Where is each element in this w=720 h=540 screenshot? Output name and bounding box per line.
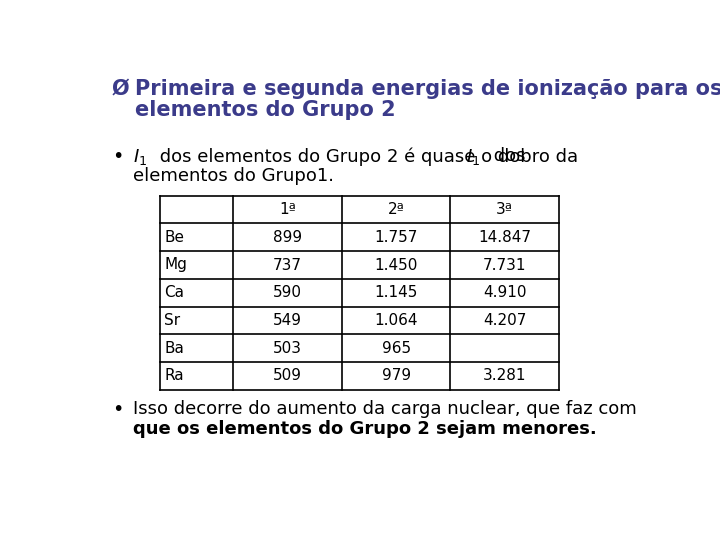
- Text: Ra: Ra: [164, 368, 184, 383]
- Text: 4.910: 4.910: [483, 285, 526, 300]
- Text: 1ª: 1ª: [279, 202, 296, 217]
- Text: 965: 965: [382, 341, 410, 356]
- Text: $I_1$: $I_1$: [132, 147, 147, 167]
- Text: 1.145: 1.145: [374, 285, 418, 300]
- Text: Sr: Sr: [164, 313, 181, 328]
- Text: 737: 737: [273, 258, 302, 273]
- Text: 549: 549: [273, 313, 302, 328]
- Text: Ba: Ba: [164, 341, 184, 356]
- Text: Ø: Ø: [112, 79, 130, 99]
- Text: Be: Be: [164, 230, 184, 245]
- Text: que os elementos do Grupo 2 sejam menores.: que os elementos do Grupo 2 sejam menore…: [132, 420, 596, 438]
- Text: 7.731: 7.731: [483, 258, 526, 273]
- Text: $I_1$: $I_1$: [466, 147, 480, 167]
- Text: 1.757: 1.757: [374, 230, 418, 245]
- Text: 1.064: 1.064: [374, 313, 418, 328]
- Text: 590: 590: [273, 285, 302, 300]
- Text: 14.847: 14.847: [478, 230, 531, 245]
- Text: dos elementos do Grupo 2 é quase o dobro da: dos elementos do Grupo 2 é quase o dobro…: [154, 147, 584, 166]
- Text: Isso decorre do aumento da carga nuclear, que faz com: Isso decorre do aumento da carga nuclear…: [132, 400, 636, 418]
- Text: 899: 899: [273, 230, 302, 245]
- Text: Ca: Ca: [164, 285, 184, 300]
- Text: 979: 979: [382, 368, 410, 383]
- Text: elementos do Grupo1.: elementos do Grupo1.: [132, 167, 333, 185]
- Text: 503: 503: [273, 341, 302, 356]
- Text: 3ª: 3ª: [496, 202, 513, 217]
- Text: elementos do Grupo 2: elementos do Grupo 2: [135, 100, 395, 120]
- Text: Mg: Mg: [164, 258, 187, 273]
- Text: 2ª: 2ª: [388, 202, 405, 217]
- Text: •: •: [112, 147, 123, 166]
- Text: dos: dos: [487, 147, 525, 165]
- Text: Primeira e segunda energias de ionização para os: Primeira e segunda energias de ionização…: [135, 79, 720, 99]
- Text: 3.281: 3.281: [483, 368, 526, 383]
- Text: 509: 509: [273, 368, 302, 383]
- Text: 4.207: 4.207: [483, 313, 526, 328]
- Text: •: •: [112, 400, 123, 419]
- Text: 1.450: 1.450: [374, 258, 418, 273]
